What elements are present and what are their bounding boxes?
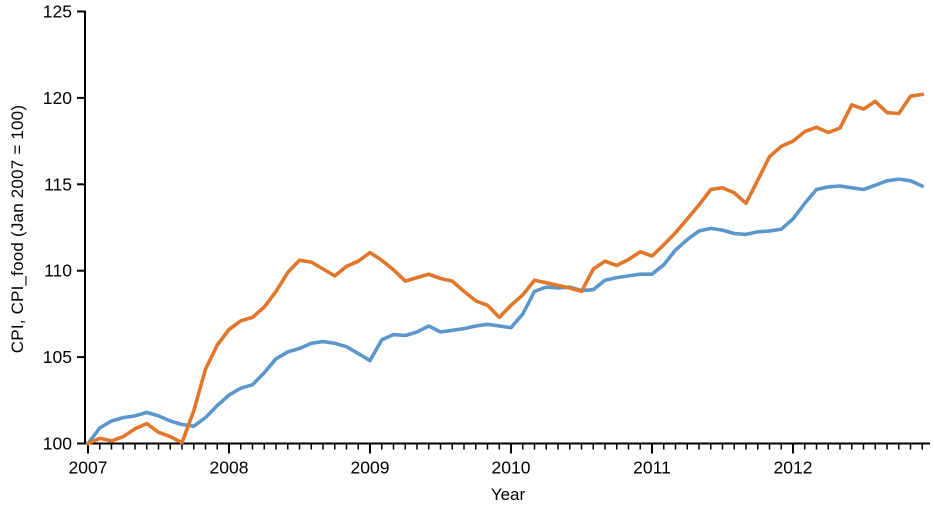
y-tick-label: 120 bbox=[43, 88, 72, 108]
cpi-line bbox=[86, 177, 925, 446]
x-tick-label: 2012 bbox=[774, 458, 813, 478]
x-axis-label: Year bbox=[490, 485, 526, 504]
x-tick-label: 2009 bbox=[351, 458, 390, 478]
x-tick-label: 2007 bbox=[69, 458, 108, 478]
y-tick-label: 100 bbox=[43, 434, 72, 454]
y-tick-label: 115 bbox=[44, 174, 72, 194]
x-tick-label: 2011 bbox=[633, 458, 671, 478]
cpi-food-line bbox=[86, 92, 925, 446]
y-tick-label: 105 bbox=[43, 347, 72, 367]
x-tick-label: 2008 bbox=[210, 458, 249, 478]
y-tick-label: 125 bbox=[43, 2, 72, 22]
x-tick-label: 2010 bbox=[492, 458, 531, 478]
y-tick-label: 110 bbox=[44, 261, 72, 281]
